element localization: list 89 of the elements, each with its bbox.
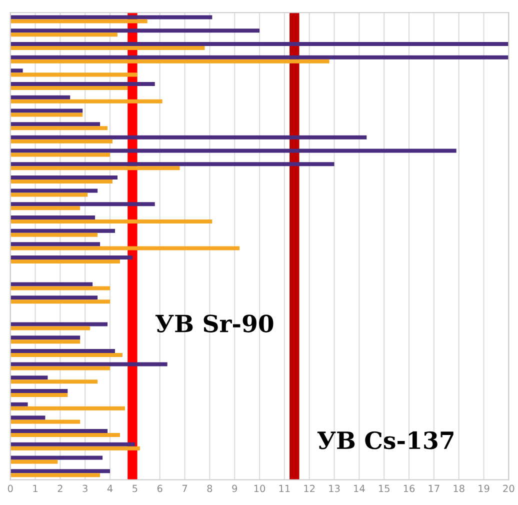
ref-line-label: УВ Sr-90 (155, 314, 274, 332)
bar (10, 260, 120, 264)
bar (10, 326, 90, 330)
bar (10, 72, 138, 77)
ref-line-label: УВ Cs-137 (317, 431, 454, 450)
x-tick-label: 18 (454, 484, 464, 492)
x-tick-label: 0 (8, 484, 13, 492)
bar (10, 148, 456, 153)
bar (10, 42, 509, 46)
bar (10, 393, 68, 397)
bar (10, 32, 118, 37)
x-tick-label: 13 (329, 484, 340, 492)
bar (10, 460, 58, 464)
bar (10, 286, 110, 290)
bar (10, 416, 46, 420)
bar (10, 215, 96, 220)
bar (10, 59, 330, 64)
bar (10, 19, 148, 24)
x-tick-label: 19 (478, 484, 490, 492)
x-tick-label: 6 (157, 484, 162, 492)
x-tick-label: 4 (107, 484, 113, 492)
bar (10, 99, 162, 104)
bar (10, 348, 116, 353)
bar (10, 366, 110, 370)
bar (10, 420, 80, 424)
bar (10, 340, 80, 344)
x-tick-label: 9 (232, 484, 238, 492)
bar (10, 202, 155, 206)
bar (10, 433, 120, 438)
bar (10, 296, 98, 300)
x-tick-label: 11 (279, 484, 290, 492)
bar (10, 82, 155, 86)
bar (10, 86, 128, 90)
x-tick-label: 16 (404, 484, 415, 492)
bar (10, 469, 110, 474)
bar (10, 55, 509, 60)
x-tick-label: 17 (428, 484, 440, 492)
bar (10, 442, 135, 446)
bar (10, 380, 98, 384)
bar (10, 242, 100, 246)
bar (10, 206, 80, 210)
bar (10, 28, 260, 33)
x-tick-label: 10 (254, 484, 266, 492)
bar (10, 175, 118, 180)
x-tick-label: 14 (354, 484, 365, 492)
bar (10, 322, 108, 326)
bar (10, 166, 180, 170)
bar (10, 219, 212, 224)
bar (10, 192, 88, 197)
bar (10, 162, 334, 166)
bar (10, 256, 132, 260)
x-tick-label: 12 (304, 484, 315, 492)
bar (10, 406, 125, 410)
bar (10, 122, 100, 126)
bar (10, 46, 205, 50)
bar (10, 402, 28, 406)
x-tick-label: 20 (503, 484, 514, 492)
bar (10, 108, 83, 113)
bar (10, 300, 110, 304)
bar (10, 336, 80, 340)
bar (10, 15, 212, 20)
bar (10, 352, 122, 357)
bar (10, 139, 113, 144)
bar (10, 188, 98, 193)
x-tick-label: 3 (82, 484, 88, 492)
bar (10, 112, 83, 117)
bar (10, 388, 68, 393)
bar (10, 246, 240, 250)
bar (10, 228, 116, 233)
bar (10, 179, 113, 184)
bar (10, 135, 367, 140)
x-tick-label: 7 (182, 484, 188, 492)
bar (10, 232, 98, 237)
bar (10, 95, 70, 100)
bar (10, 473, 100, 478)
x-tick-label: 15 (378, 484, 390, 492)
bar (10, 456, 103, 460)
bar (10, 152, 110, 157)
bar (10, 362, 168, 366)
bar (10, 446, 140, 450)
bar (10, 126, 108, 130)
bar (10, 376, 48, 380)
x-tick-label: 8 (207, 484, 212, 492)
x-tick-label: 2 (58, 484, 62, 492)
bar (10, 282, 93, 286)
bar (10, 429, 108, 434)
bar (10, 68, 23, 73)
x-tick-label: 5 (132, 484, 138, 492)
x-tick-label: 1 (33, 484, 38, 492)
